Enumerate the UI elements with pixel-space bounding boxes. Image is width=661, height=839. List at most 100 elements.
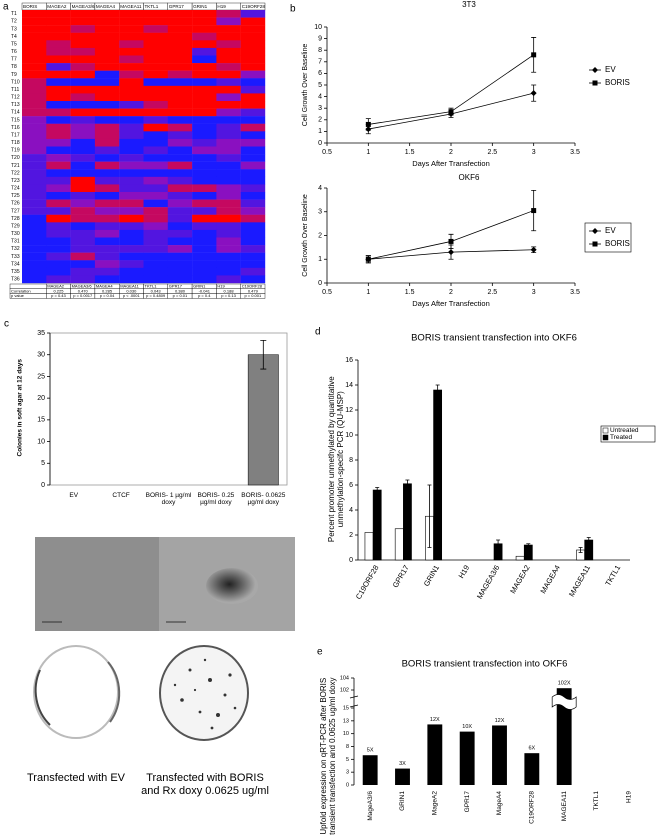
heatmap-cell [143,55,168,64]
heatmap-cell [240,47,266,56]
heatmap-cell [240,229,266,238]
heatmap-cell [143,85,168,94]
heatmap-cell [167,245,193,253]
bar [394,528,404,561]
heatmap-cell [70,169,96,178]
heatmap-cell [94,40,120,49]
heatmap-cell [94,192,120,200]
y-tick-label: 3 [318,209,322,216]
heatmap-cell [22,47,47,56]
heatmap-cell [192,55,217,64]
heatmap-cell [70,131,96,140]
heatmap-cell [240,32,266,41]
heatmap-cell [70,260,96,269]
table-value: 0.030 [126,288,137,293]
row-label: T16 [11,125,20,131]
heatmap-cell [216,85,241,94]
row-label: T15 [11,117,20,123]
heatmap-cell [94,207,120,215]
heatmap-cell [119,63,144,71]
heatmap-cell [70,192,96,200]
x-tick-label: 1 [366,149,370,156]
heatmap-cell [216,199,241,208]
heatmap-cell [167,222,193,231]
row-label: T24 [11,186,20,192]
y-tick-label: 5 [318,82,322,89]
x-axis-label: Days After Transfection [412,299,490,308]
y-tick-label: 0 [346,782,349,788]
heatmap-cell [167,85,193,94]
heatmap-cell [119,245,144,253]
x-tick-label: BORIS- 1 µg/ml doxy [145,492,192,507]
heatmap-cell [119,116,144,124]
heatmap-cell [46,214,71,223]
heatmap-cell [167,93,193,102]
heatmap-cell [192,237,217,246]
bar [247,354,279,486]
table-header: MAGEA4 [96,283,113,288]
y-tick-label: 0 [349,557,353,564]
heatmap-cell [240,108,266,117]
marker [530,90,537,97]
heatmap-cell [167,154,193,162]
table-value: p = 0.4809 [146,293,166,298]
row-label: T7 [11,57,17,63]
heatmap-cell [94,199,120,208]
heatmap-cell [94,116,120,124]
heatmap-cell [143,267,168,276]
heatmap-cell [94,275,120,284]
bar [459,731,475,785]
bar [403,483,412,561]
heatmap-cell [22,214,47,223]
heatmap-cell [94,229,120,238]
heatmap-cell [167,116,193,124]
heatmap-cell [216,161,241,170]
heatmap-cell [143,108,168,117]
heatmap-cell [119,10,144,18]
panel-label: a [3,2,9,13]
bar [395,768,410,785]
row-label: T6 [11,49,17,55]
heatmap-cell [119,55,144,64]
heatmap-cell [192,10,217,18]
heatmap-cell [216,40,241,49]
heatmap-cell [46,93,71,102]
heatmap-cell [22,116,47,124]
heatmap-cell [70,101,96,109]
heatmap-cell [22,252,47,261]
heatmap-cell [46,275,71,284]
heatmap-cell [46,70,71,79]
x-tick-label: MageA4 [496,791,503,816]
heatmap-cell [119,176,144,185]
dish-rim [34,669,51,726]
heatmap-cell [143,192,168,200]
marker [448,109,454,115]
heatmap-cell [167,267,193,276]
table-value: 0.188 [224,288,235,293]
heatmap-cell [167,275,193,284]
heatmap-cell [167,40,193,49]
heatmap-cell [192,85,217,94]
x-tick-label: GPR17 [464,791,471,813]
y-tick-label: 0 [318,140,322,147]
heatmap-cell [167,252,193,261]
table-value: p = 0.4 [198,293,211,298]
table-row-label: Correlation [11,288,31,293]
heatmap-cell [143,116,168,124]
x-tick-label: GPR17 [391,563,411,589]
legend-label: BORIS [605,239,630,248]
heatmap-cell [192,260,217,269]
heatmap-cell [216,267,241,276]
heatmap-cell [70,25,96,33]
heatmap-cell [46,85,71,94]
x-tick-label: C19ORF28 [529,791,536,824]
row-label: T25 [11,193,20,199]
heatmap-cell [192,252,217,261]
heatmap-cell [240,260,266,269]
heatmap-cell [46,222,71,231]
heatmap-cell [46,237,71,246]
heatmap-cell [167,229,193,238]
heatmap-cell [119,260,144,269]
heatmap-cell [119,47,144,56]
